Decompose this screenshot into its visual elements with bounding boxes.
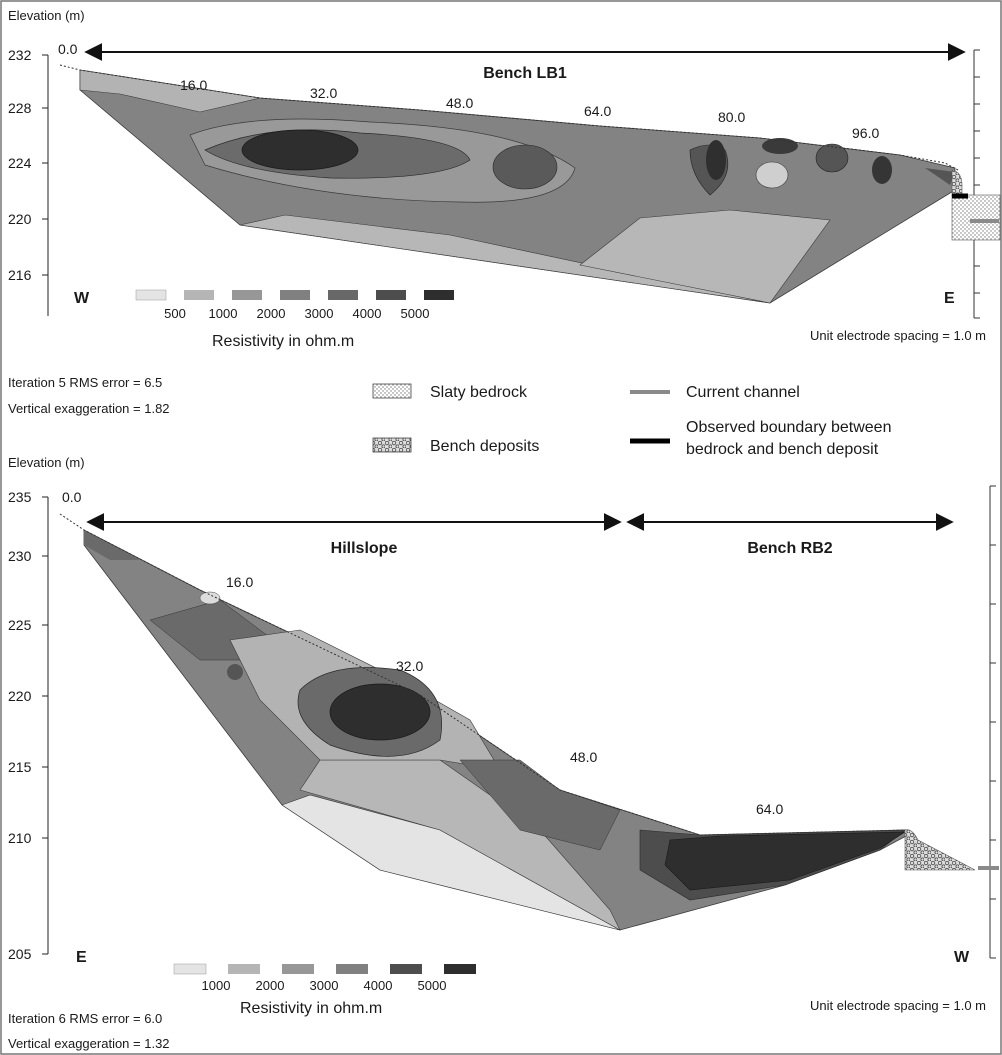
p1-dist-label: 48.0	[446, 95, 473, 111]
p2-spacing-note: Unit electrode spacing = 1.0 m	[810, 998, 986, 1013]
panel-2: Elevation (m) 235 230 225 220 215 210 20…	[8, 455, 999, 1051]
p2-span-right-label: Bench RB2	[747, 540, 832, 557]
p2-scale-value: 1000	[202, 978, 231, 993]
legend-channel: Current channel	[686, 384, 800, 401]
p1-axis-title: Elevation (m)	[8, 8, 85, 23]
p1-section	[59, 64, 959, 304]
p1-ve-note: Vertical exaggeration = 1.82	[8, 401, 170, 416]
p1-distance-labels: 0.0 16.0 32.0 48.0 64.0 80.0 96.0	[58, 41, 879, 141]
p1-color-scale: 500 1000 2000 3000 4000 5000 Resistivity…	[135, 289, 454, 350]
legend: Slaty bedrock Bench deposits Current cha…	[372, 383, 891, 458]
p2-color-scale: 1000 2000 3000 4000 5000 Resistivity in …	[173, 963, 476, 1017]
p2-rms-note: Iteration 6 RMS error = 6.0	[8, 1011, 162, 1026]
p2-ytick: 215	[8, 759, 32, 775]
p1-spacing-note: Unit electrode spacing = 1.0 m	[810, 328, 986, 343]
p1-scale-value: 5000	[401, 306, 430, 321]
p2-right-direction: W	[954, 949, 970, 966]
p2-ytick: 235	[8, 489, 32, 505]
p2-scale-value: 4000	[364, 978, 393, 993]
p1-ytick: 232	[8, 47, 32, 63]
p2-dist-label: 0.0	[62, 489, 82, 505]
p1-y-axis: 232 228 224 220 216	[8, 47, 49, 316]
p1-dist-label: 96.0	[852, 125, 879, 141]
p1-dist-label: 16.0	[180, 77, 207, 93]
bench-swatch	[372, 437, 412, 453]
p1-ytick: 224	[8, 155, 32, 171]
p2-scale-value: 3000	[310, 978, 339, 993]
p1-bank	[951, 169, 1001, 241]
p2-y-axis: 235 230 225 220 215 210 205	[8, 489, 49, 962]
p2-ytick: 220	[8, 688, 32, 704]
p1-dist-label: 32.0	[310, 85, 337, 101]
p1-scale-title: Resistivity in ohm.m	[212, 333, 354, 350]
p2-axis-title: Elevation (m)	[8, 455, 85, 470]
p2-scale-value: 2000	[256, 978, 285, 993]
p2-right-axis	[989, 485, 996, 959]
p2-ytick: 210	[8, 830, 32, 846]
p2-dist-label: 16.0	[226, 574, 253, 590]
p1-rms-note: Iteration 5 RMS error = 6.5	[8, 375, 162, 390]
p2-dist-label: 32.0	[396, 658, 423, 674]
legend-boundary-line1: Observed boundary between	[686, 419, 891, 436]
p2-distance-labels: 0.0 16.0 32.0 48.0 64.0	[62, 489, 783, 817]
legend-bench: Bench deposits	[430, 438, 539, 455]
p2-dist-label: 64.0	[756, 801, 783, 817]
p2-ve-note: Vertical exaggeration = 1.32	[8, 1036, 170, 1051]
p1-scale-value: 1000	[209, 306, 238, 321]
p1-ytick: 220	[8, 211, 32, 227]
p2-dist-label: 48.0	[570, 749, 597, 765]
p1-span-label: Bench LB1	[483, 65, 567, 82]
p1-dist-label: 64.0	[584, 103, 611, 119]
p2-ytick: 225	[8, 617, 32, 633]
p1-scale-value: 4000	[353, 306, 382, 321]
p2-span-left-label: Hillslope	[331, 540, 398, 557]
p1-scale-value: 500	[164, 306, 186, 321]
p1-scale-value: 2000	[257, 306, 286, 321]
p2-ytick: 205	[8, 946, 32, 962]
p1-right-axis	[973, 49, 980, 319]
p1-ytick: 216	[8, 267, 32, 283]
p1-dist-label: 80.0	[718, 109, 745, 125]
p1-dist-label: 0.0	[58, 41, 78, 57]
bedrock-swatch	[372, 383, 412, 399]
p1-ytick: 228	[8, 100, 32, 116]
legend-boundary-line2: bedrock and bench deposit	[686, 441, 879, 458]
panel-1: Elevation (m) 232 228 224 220 216	[8, 8, 1001, 416]
p2-scale-title: Resistivity in ohm.m	[240, 1000, 382, 1017]
p2-scale-value: 5000	[418, 978, 447, 993]
p2-left-direction: E	[76, 949, 87, 966]
p1-scale-value: 3000	[305, 306, 334, 321]
p1-left-direction: W	[74, 290, 90, 307]
p2-section	[59, 513, 911, 931]
legend-bedrock: Slaty bedrock	[430, 384, 528, 401]
p2-bank	[904, 829, 999, 871]
p2-ytick: 230	[8, 548, 32, 564]
p1-right-direction: E	[944, 290, 955, 307]
